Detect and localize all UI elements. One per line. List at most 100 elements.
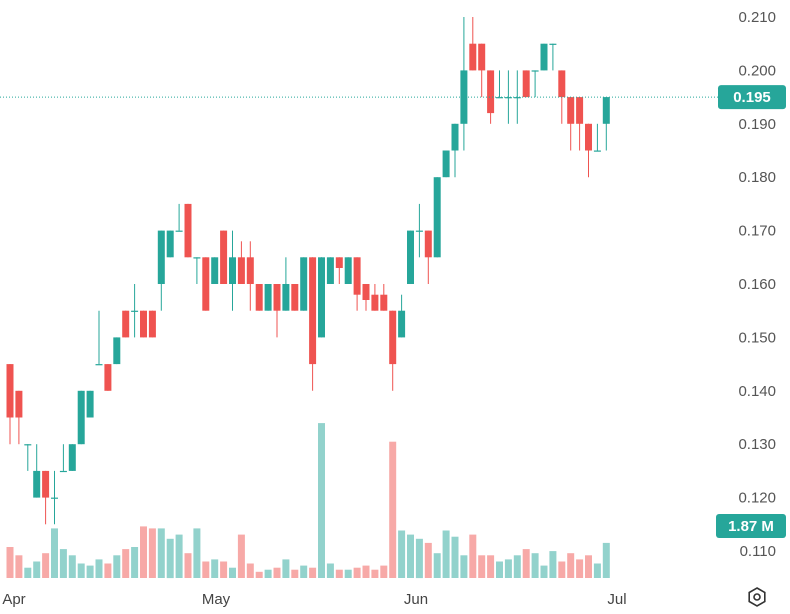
volume-bar: [300, 565, 308, 578]
volume-bar: [220, 561, 228, 578]
volume-bar: [567, 553, 575, 578]
candle-body: [104, 364, 112, 391]
volume-bar: [602, 542, 610, 578]
candle-body: [593, 150, 601, 152]
volume-bar: [318, 423, 325, 578]
candle-body: [24, 444, 32, 446]
volume-bar: [193, 528, 201, 578]
last-price-badge: 0.195: [718, 85, 786, 110]
volume-bar: [291, 569, 299, 578]
volume-bar: [122, 549, 130, 578]
volume-bar: [86, 565, 94, 578]
candle-body: [255, 284, 263, 311]
volume-bar: [504, 559, 512, 578]
volume-bar: [237, 534, 245, 578]
volume-bar: [59, 549, 67, 578]
volume-bar: [558, 561, 566, 578]
candle-body: [460, 70, 468, 124]
volume-bar: [371, 569, 379, 578]
candle-body: [318, 257, 325, 338]
candle-body: [131, 310, 139, 312]
candle-body: [51, 497, 58, 499]
y-tick-label: 0.170: [738, 223, 776, 240]
candle-body: [522, 70, 530, 98]
y-tick-label: 0.120: [738, 490, 776, 507]
price-axis[interactable]: 0.210 0.200 0.190 0.180 0.170 0.160 0.150 0.140…: [738, 9, 776, 560]
volume-bar: [140, 526, 147, 578]
volume-bar: [478, 555, 486, 578]
volume-bar: [255, 571, 263, 578]
candle-body: [540, 43, 548, 71]
volume-bar: [380, 565, 388, 578]
last-volume-label: 1.87 M: [728, 518, 774, 535]
candle-body: [451, 123, 459, 151]
volume-bar: [264, 569, 272, 578]
volume-bar: [148, 528, 156, 578]
volume-bar: [68, 555, 76, 578]
candle-body: [6, 364, 14, 418]
candle-body: [415, 230, 423, 232]
candle-body: [246, 257, 254, 284]
candle-body: [309, 257, 317, 365]
candle-body: [602, 97, 610, 124]
x-tick-jul: Jul: [607, 591, 626, 608]
volume-bar: [211, 559, 219, 578]
volume-bar: [460, 555, 468, 578]
candle-body: [326, 257, 334, 284]
volume-bar: [353, 567, 361, 578]
volume-bar: [540, 565, 548, 578]
volume-bar: [585, 555, 592, 578]
volume-bar: [131, 547, 139, 578]
candle-body: [77, 390, 85, 445]
volume-bar: [309, 567, 317, 578]
candle-body: [211, 257, 219, 284]
candle-body: [549, 43, 557, 45]
volume-bar: [531, 553, 539, 578]
candle-body: [86, 390, 94, 418]
volume-bar: [522, 549, 530, 578]
candle-body: [496, 97, 503, 99]
candle-body: [576, 97, 584, 124]
candle-body: [273, 284, 281, 311]
candle-body: [558, 70, 566, 98]
y-tick-label: 0.150: [738, 329, 776, 346]
volume-bar: [33, 561, 41, 578]
volume-bar: [433, 553, 441, 578]
candle-body: [291, 284, 299, 311]
volume-bar: [95, 559, 103, 578]
candle-body: [42, 470, 50, 498]
candle-body: [469, 43, 477, 71]
volume-bar: [24, 567, 32, 578]
volume-bar: [202, 561, 210, 578]
x-tick-may: May: [202, 591, 231, 608]
candle-body: [362, 284, 370, 300]
volume-bar: [184, 553, 192, 578]
candle-body: [442, 150, 450, 178]
y-tick-label: 0.110: [740, 543, 776, 560]
y-tick-label: 0.180: [738, 169, 776, 186]
volume-bar: [496, 561, 503, 578]
chart-settings-icon[interactable]: [748, 587, 766, 607]
candle-body: [166, 230, 174, 258]
volume-bar: [42, 553, 50, 578]
time-axis[interactable]: Apr May Jun Jul: [2, 591, 626, 608]
candle-body: [148, 310, 156, 338]
volume-bar: [362, 565, 370, 578]
volume-bar: [442, 530, 450, 578]
volume-bar: [576, 559, 584, 578]
volume-bar: [415, 538, 423, 579]
candle-body: [68, 444, 76, 471]
volume-bar: [451, 536, 459, 578]
volume-bar: [229, 567, 236, 578]
candle-body: [175, 230, 183, 232]
volume-bar: [273, 567, 281, 578]
volume-bar: [469, 534, 477, 578]
candle-body: [264, 284, 272, 311]
candle-body: [407, 230, 414, 284]
candle-body: [389, 310, 397, 365]
candle-body: [487, 70, 495, 114]
y-tick-label: 0.160: [738, 276, 776, 293]
volume-bar: [513, 555, 521, 578]
price-candles: [6, 17, 610, 525]
